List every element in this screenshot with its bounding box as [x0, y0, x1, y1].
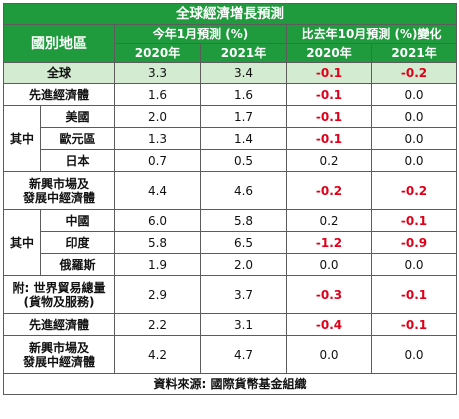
value-cell: 0.0 [370, 149, 458, 172]
value-cell: -0.1 [286, 127, 372, 150]
value-cell: 0.0 [370, 105, 458, 128]
value-cell: 2.9 [114, 275, 201, 314]
value-cell: -0.1 [286, 83, 372, 106]
value-cell: 5.8 [114, 231, 201, 254]
value-cell: 3.1 [200, 313, 287, 336]
value-cell: 3.3 [114, 62, 201, 84]
value-cell: -0.2 [370, 171, 458, 210]
table-row: 俄羅斯 1.9 2.0 0.0 0.0 [4, 253, 458, 276]
value-cell: -0.4 [286, 313, 372, 336]
value-cell: -0.2 [286, 171, 372, 210]
header-year: 2020年 [114, 43, 201, 63]
value-cell: 0.0 [370, 335, 458, 374]
header-group-change-vs-oct: 比去年10月預測 (%)變化 [285, 24, 458, 44]
header-year: 2020年 [286, 43, 372, 63]
row-label: 全球 [3, 62, 115, 84]
row-label: 俄羅斯 [40, 253, 115, 276]
value-cell: -0.1 [286, 62, 372, 84]
value-cell: 1.6 [114, 83, 201, 106]
header-year: 2021年 [370, 43, 458, 63]
row-label: 中國 [40, 209, 115, 232]
value-cell: 4.6 [200, 171, 287, 210]
value-cell: 1.3 [114, 127, 201, 150]
sub-group-label: 其中 [3, 105, 41, 172]
row-label: 歐元區 [40, 127, 115, 150]
row-label: 附: 世界貿易總量 (貨物及服務) [3, 275, 115, 314]
value-cell: -0.1 [370, 209, 458, 232]
value-cell: 4.2 [114, 335, 201, 374]
value-cell: -0.1 [370, 275, 458, 314]
table-row: 新興市場及 發展中經濟體 4.2 4.7 0.0 0.0 [3, 335, 458, 374]
table-row: 其中 中國 6.0 5.8 0.2 -0.1 [3, 209, 458, 276]
row-label: 新興市場及 發展中經濟體 [3, 335, 115, 374]
value-cell: -0.1 [370, 313, 458, 336]
table-row: 日本 0.7 0.5 0.2 0.0 [4, 149, 458, 172]
table-row: 其中 美國 2.0 1.7 -0.1 0.0 [3, 105, 458, 172]
region-header: 國別地區 [3, 24, 115, 63]
value-cell: 3.4 [200, 62, 287, 84]
table-row: 先進經濟體 1.6 1.6 -0.1 0.0 [3, 83, 458, 106]
value-cell: 0.7 [114, 149, 201, 172]
value-cell: 0.2 [286, 209, 372, 232]
table-row: 歐元區 1.3 1.4 -0.1 0.0 [4, 127, 458, 150]
value-cell: 0.0 [370, 127, 458, 150]
value-cell: 0.0 [286, 335, 372, 374]
value-cell: 4.7 [200, 335, 287, 374]
header-row-2: 2020年 2021年 2020年 2021年 [4, 43, 458, 63]
value-cell: 1.6 [200, 83, 287, 106]
header-group-jan-forecast: 今年1月預測 (%) [114, 24, 287, 44]
sub-group-label: 其中 [3, 209, 41, 276]
value-cell: -0.2 [370, 62, 458, 84]
value-cell: 6.5 [200, 231, 287, 254]
value-cell: 2.2 [114, 313, 201, 336]
table-row: 先進經濟體 2.2 3.1 -0.4 -0.1 [3, 313, 458, 336]
value-cell: -0.9 [370, 231, 458, 254]
row-label: 先進經濟體 [3, 83, 115, 106]
forecast-table: 全球經濟增長預測 國別地區 今年1月預測 (%) 比去年10月預測 (%)變化 … [2, 3, 458, 395]
value-cell: 6.0 [114, 209, 201, 232]
value-cell: 0.5 [200, 149, 287, 172]
value-cell: 5.8 [200, 209, 287, 232]
value-cell: 0.0 [370, 83, 458, 106]
forecast-table-sheet: 全球經濟增長預測 國別地區 今年1月預測 (%) 比去年10月預測 (%)變化 … [2, 3, 458, 416]
value-cell: 2.0 [114, 105, 201, 128]
source-row: 資料來源: 國際貨幣基金組織 [2, 373, 458, 395]
value-cell: 1.4 [200, 127, 287, 150]
header-row-1: 國別地區 今年1月預測 (%) 比去年10月預測 (%)變化 [3, 24, 458, 63]
row-label: 印度 [40, 231, 115, 254]
value-cell: 1.7 [200, 105, 287, 128]
value-cell: 0.2 [286, 149, 372, 172]
value-cell: 0.0 [370, 253, 458, 276]
row-label: 新興市場及 發展中經濟體 [3, 171, 115, 210]
value-cell: -1.2 [286, 231, 372, 254]
value-cell: 2.0 [200, 253, 287, 276]
value-cell: 3.7 [200, 275, 287, 314]
table-row: 附: 世界貿易總量 (貨物及服務) 2.9 3.7 -0.3 -0.1 [3, 275, 458, 314]
value-cell: 0.0 [286, 253, 372, 276]
value-cell: 1.9 [114, 253, 201, 276]
value-cell: 4.4 [114, 171, 201, 210]
table-row: 印度 5.8 6.5 -1.2 -0.9 [4, 231, 458, 254]
value-cell: -0.3 [286, 275, 372, 314]
table-title: 全球經濟增長預測 [2, 3, 458, 25]
source-note: 資料來源: 國際貨幣基金組織 [2, 373, 458, 395]
row-label: 先進經濟體 [3, 313, 115, 336]
row-label: 日本 [40, 149, 115, 172]
header-year: 2021年 [200, 43, 287, 63]
table-row: 新興市場及 發展中經濟體 4.4 4.6 -0.2 -0.2 [3, 171, 458, 210]
row-label: 美國 [40, 105, 115, 128]
value-cell: -0.1 [286, 105, 372, 128]
table-row: 全球 3.3 3.4 -0.1 -0.2 [3, 62, 458, 84]
title-row: 全球經濟增長預測 [2, 3, 458, 25]
